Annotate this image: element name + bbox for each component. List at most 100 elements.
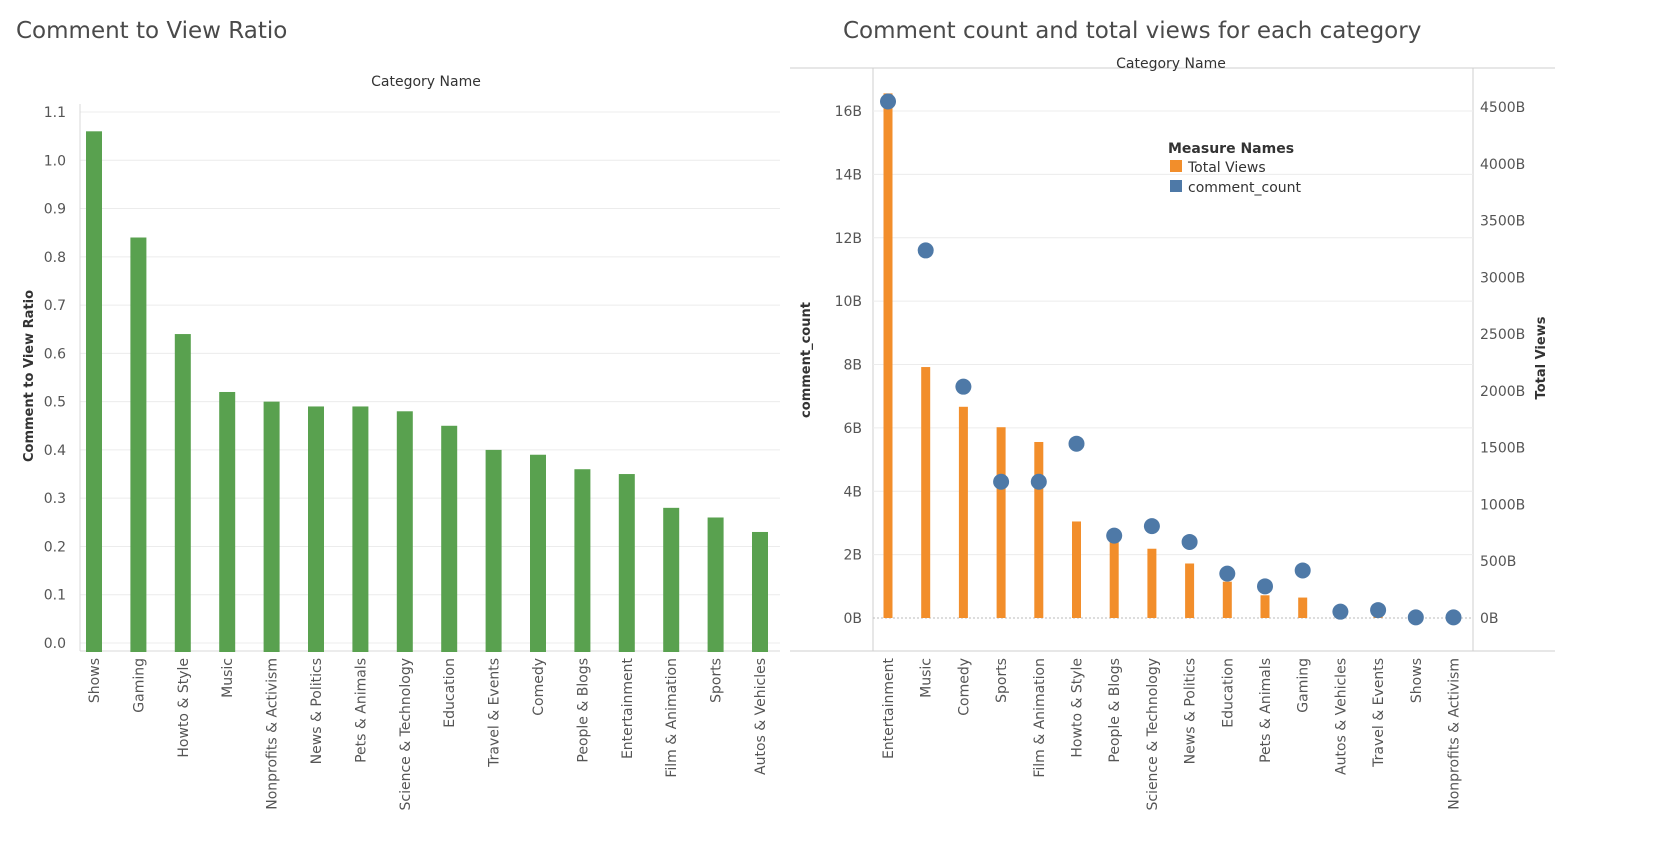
right-category-label: Shows: [1409, 658, 1425, 703]
comment-count-point: [1294, 562, 1311, 579]
left-category-label: People & Blogs: [575, 658, 591, 763]
right-right-tick-label: 500B: [1480, 554, 1516, 570]
comment-count-point: [993, 473, 1010, 490]
comment-count-total-views-chart: Category Name 0B 2B 4B 6B 8B 10B 12B 14B 16B 0B 500…: [790, 56, 1555, 811]
legend-swatch-comment-count: [1170, 180, 1182, 192]
comment-count-point: [1030, 473, 1047, 490]
comment-count-point: [1106, 527, 1123, 544]
left-category-label: Science & Technology: [398, 658, 414, 811]
right-left-tick-label: 4B: [843, 484, 862, 500]
right-category-label: Music: [919, 658, 935, 698]
total-views-bar: [1222, 581, 1232, 618]
right-category-label: People & Blogs: [1107, 658, 1123, 763]
comment-count-point: [1257, 578, 1273, 595]
left-category-label: Film & Animation: [664, 658, 680, 778]
right-category-label: Autos & Vehicles: [1333, 658, 1349, 775]
ratio-bar: [485, 449, 502, 652]
right-category-label: Nonprofits & Activism: [1447, 658, 1463, 810]
comment-count-point: [917, 242, 934, 259]
legend-label-comment-count: comment_count: [1188, 180, 1302, 196]
ratio-bar: [352, 406, 369, 652]
left-y-tick-label: 0.3: [44, 491, 66, 507]
right-header-label: Category Name: [1116, 56, 1226, 72]
right-left-axis-title: comment_count: [799, 302, 814, 418]
right-category-label: Science & Technology: [1145, 658, 1161, 811]
ratio-bar: [130, 237, 147, 652]
right-category-label: Education: [1220, 658, 1236, 728]
right-right-tick-label: 4500B: [1480, 100, 1525, 116]
right-category-label: Film & Animation: [1032, 658, 1048, 778]
left-y-tick-label: 1.0: [44, 153, 66, 169]
ratio-bar: [396, 411, 413, 652]
right-left-tick-label: 8B: [843, 358, 862, 374]
left-category-label: Howto & Style: [176, 658, 192, 758]
ratio-bar: [707, 517, 724, 652]
total-views-bar: [996, 427, 1006, 618]
left-category-label: Education: [442, 658, 458, 728]
comment-count-point: [880, 93, 896, 110]
right-left-tick-label: 14B: [835, 167, 862, 183]
total-views-bar: [1034, 441, 1044, 618]
left-y-tick-label: 0.6: [44, 346, 66, 362]
left-category-label: Travel & Events: [487, 658, 503, 768]
total-views-bar: [921, 367, 931, 618]
right-right-tick-label: 1500B: [1480, 441, 1525, 457]
comment-count-point: [1181, 533, 1198, 550]
total-views-bar: [1109, 533, 1119, 618]
right-category-label: Travel & Events: [1371, 658, 1387, 768]
right-left-tick-label: 12B: [835, 231, 862, 247]
right-left-tick-label: 16B: [835, 104, 862, 120]
ratio-bar: [86, 131, 102, 653]
right-category-label: Entertainment: [881, 657, 897, 759]
right-right-tick-label: 3000B: [1480, 270, 1525, 286]
ratio-bar: [752, 531, 768, 652]
comment-count-point: [1219, 565, 1236, 582]
right-right-tick-label: 4000B: [1480, 157, 1525, 173]
left-y-tick-label: 0.9: [44, 202, 66, 218]
left-category-label: Autos & Vehicles: [753, 658, 769, 775]
left-chart-title: Comment to View Ratio: [16, 18, 288, 44]
right-left-tick-label: 0B: [843, 611, 862, 627]
total-views-bar: [1147, 548, 1157, 618]
right-category-label: News & Politics: [1183, 658, 1199, 764]
left-header-label: Category Name: [371, 74, 481, 90]
comment-count-point: [1407, 609, 1424, 626]
right-chart-title: Comment count and total views for each c…: [843, 18, 1422, 44]
ratio-bar: [618, 474, 635, 652]
comment-count-point: [1370, 602, 1387, 619]
left-category-label: Comedy: [531, 658, 547, 716]
left-category-label: Music: [220, 658, 236, 698]
ratio-bar: [574, 469, 591, 652]
comment-count-point: [955, 378, 972, 395]
left-category-label: Entertainment: [620, 657, 636, 759]
left-y-tick-label: 0.0: [44, 636, 66, 652]
left-y-tick-label: 0.7: [44, 298, 66, 314]
right-right-tick-label: 3500B: [1480, 214, 1525, 230]
total-views-bar: [1072, 521, 1081, 618]
right-category-label: Comedy: [956, 658, 972, 716]
ratio-bar: [663, 507, 680, 652]
total-views-bar: [1260, 595, 1270, 618]
right-right-tick-label: 2500B: [1480, 327, 1525, 343]
left-category-label: Pets & Animals: [353, 658, 369, 763]
left-y-tick-label: 0.1: [44, 588, 66, 604]
legend-title: Measure Names: [1168, 141, 1294, 157]
ratio-bar: [441, 425, 458, 652]
legend-swatch-total-views: [1170, 160, 1182, 172]
right-category-label: Gaming: [1296, 658, 1312, 713]
comment-count-point: [1143, 518, 1160, 535]
right-category-label: Howto & Style: [1070, 658, 1086, 758]
left-category-label: News & Politics: [309, 658, 325, 764]
right-left-tick-label: 10B: [835, 294, 862, 310]
total-views-bar: [958, 406, 968, 618]
ratio-bar: [219, 391, 236, 652]
right-category-label: Sports: [994, 658, 1010, 703]
ratio-bar: [530, 454, 546, 652]
left-y-axis-title: Comment to View Ratio: [22, 290, 37, 462]
left-y-tick-label: 0.8: [44, 250, 66, 266]
ratio-bar: [308, 406, 324, 652]
right-category-label: Pets & Animals: [1258, 658, 1274, 763]
right-left-tick-label: 6B: [843, 421, 862, 437]
total-views-bar: [1185, 563, 1195, 618]
total-views-bar: [883, 93, 893, 618]
